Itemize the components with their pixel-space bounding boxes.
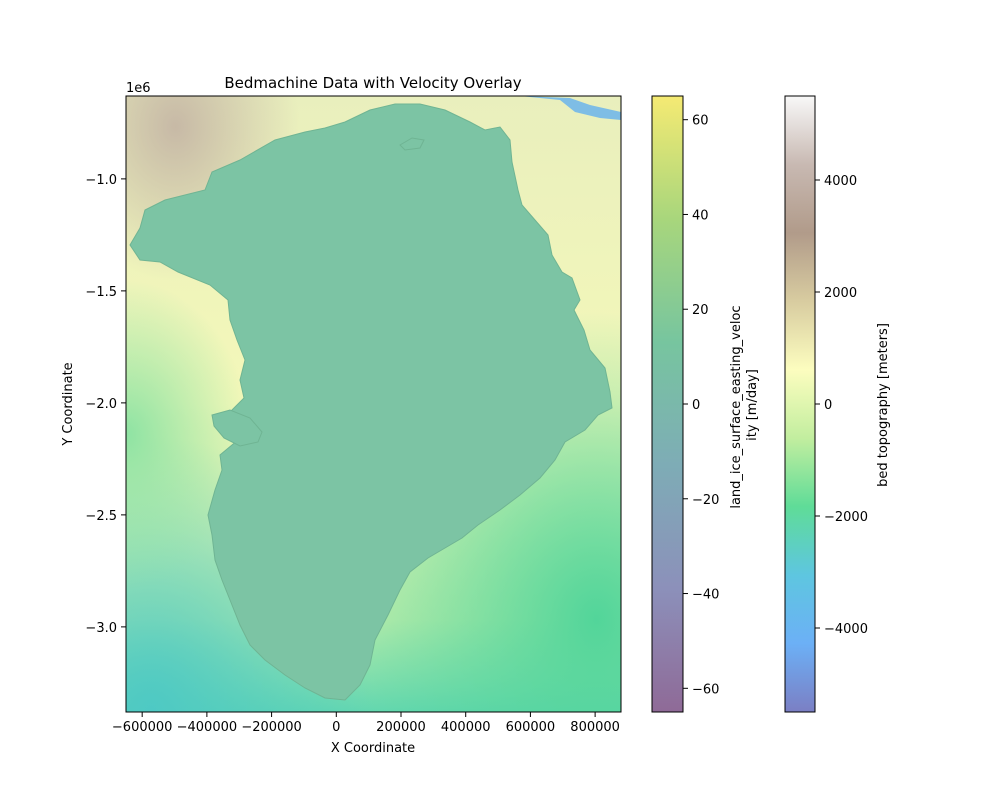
y-axis-ticks: −1.0 −1.5 −2.0 −2.5 −3.0: [85, 173, 126, 636]
topography-colorbar: 4000 2000 0 −2000 −4000 bed topography [mete…: [784, 95, 891, 713]
northern-channel: [520, 96, 621, 120]
velocity-colorbar-label-line1: land_ice_surface_easting_veloc: [729, 305, 744, 508]
velocity-tick-label: −20: [692, 493, 719, 508]
x-tick-label: 0: [332, 720, 340, 735]
y-tick-label: −1.5: [85, 285, 117, 300]
y-offset-text: 1e6: [126, 81, 151, 96]
x-tick-label: 800000: [570, 720, 620, 735]
map-axes: [125, 95, 622, 713]
velocity-tick-label: −40: [692, 588, 719, 603]
velocity-tick-label: 0: [692, 398, 700, 413]
bed-topography-tick-label: −2000: [824, 510, 868, 525]
velocity-colorbar: 60 40 20 0 −20 −40 −60 land_ice_surface_eastin…: [651, 95, 760, 713]
axes-frame: [125, 95, 622, 713]
y-axis-label: Y Coordinate: [61, 362, 76, 446]
northeast-island: [399, 137, 425, 151]
x-tick-label: 400000: [441, 720, 491, 735]
x-tick-label: −600000: [112, 720, 173, 735]
velocity-colorbar-label: land_ice_surface_easting_veloc ity [m/da…: [729, 301, 760, 508]
bed-topography-tick-label: 2000: [824, 286, 857, 301]
velocity-colorbar-fill: [651, 95, 684, 713]
topography-colorbar-fill: [784, 95, 816, 713]
y-tick-label: −1.0: [85, 173, 117, 188]
x-tick-label: −400000: [177, 720, 238, 735]
topography-colorbar-ticks: 4000 2000 0 −2000 −4000: [815, 174, 868, 637]
southwest-island: [211, 409, 263, 447]
velocity-colorbar-label-line2: ity [m/day]: [745, 369, 760, 441]
bed-topography-tick-label: −4000: [824, 622, 868, 637]
chart-title: Bedmachine Data with Velocity Overlay: [224, 74, 521, 92]
x-tick-label: 200000: [376, 720, 426, 735]
bed-topography-tick-label: 4000: [824, 174, 857, 189]
x-tick-label: 600000: [506, 720, 556, 735]
y-tick-label: −3.0: [85, 621, 117, 636]
y-tick-label: −2.0: [85, 397, 117, 412]
x-tick-label: −200000: [241, 720, 302, 735]
velocity-tick-label: 40: [692, 208, 709, 223]
velocity-tick-label: 20: [692, 303, 709, 318]
velocity-tick-label: −60: [692, 682, 719, 697]
greenland-ice-sheet: [129, 103, 613, 701]
velocity-tick-label: 60: [692, 114, 709, 129]
topography-colorbar-label: bed topography [meters]: [876, 323, 891, 487]
velocity-colorbar-ticks: 60 40 20 0 −20 −40 −60: [683, 114, 719, 697]
x-axis-label: X Coordinate: [331, 741, 415, 756]
x-axis-ticks: −600000 −400000 −200000 0 200000 400000 600000…: [112, 712, 620, 735]
bed-topography-tick-label: 0: [824, 398, 832, 413]
y-tick-label: −2.5: [85, 509, 117, 524]
